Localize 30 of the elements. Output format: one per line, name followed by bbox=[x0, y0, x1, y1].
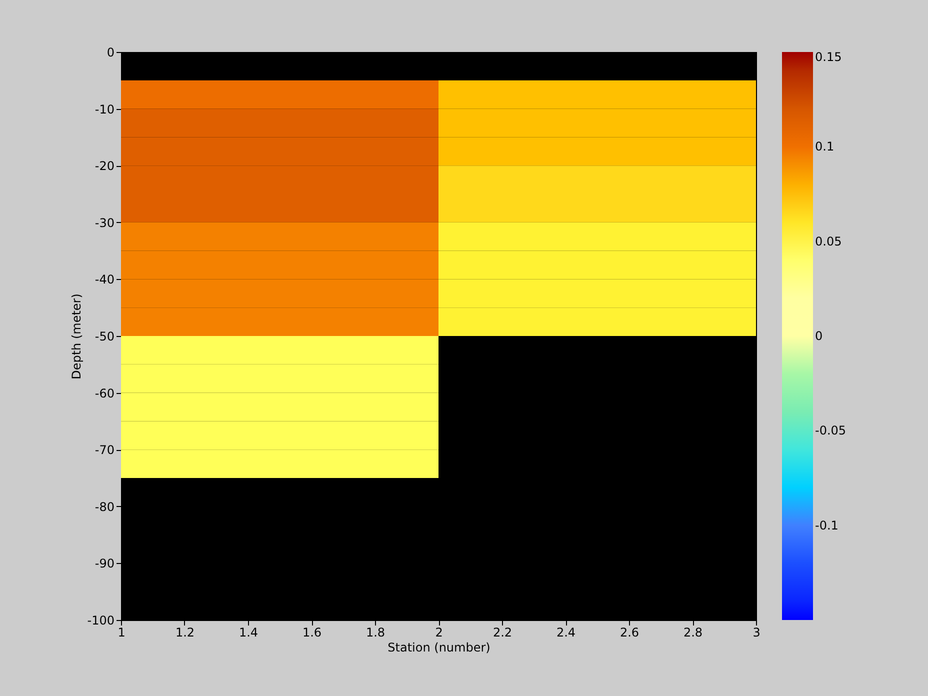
x-tick-label: 3 bbox=[752, 626, 760, 640]
color-bar-label: 0.15 bbox=[815, 50, 842, 64]
x-tick-label: 1.4 bbox=[238, 626, 258, 640]
y-tick-label: -90 bbox=[94, 556, 114, 571]
x-tick-label: 2.8 bbox=[683, 626, 703, 640]
y-tick-label: 0 bbox=[106, 46, 114, 60]
y-tick-label: -70 bbox=[94, 443, 114, 458]
y-tick-label: -80 bbox=[94, 500, 114, 514]
x-tick-label: 2.2 bbox=[492, 626, 512, 640]
x-tick-label: 1.2 bbox=[175, 626, 195, 640]
color-bar-label: -0.1 bbox=[815, 518, 838, 532]
y-tick-label: -60 bbox=[94, 386, 114, 400]
x-tick-label: 2.6 bbox=[620, 626, 640, 640]
color-bar-label: -0.05 bbox=[815, 424, 846, 438]
y-tick-label: -40 bbox=[94, 272, 114, 287]
x-tick-label: 2.4 bbox=[556, 626, 576, 640]
y-tick-label: -30 bbox=[94, 216, 114, 230]
x-tick-label: 1 bbox=[118, 626, 126, 640]
x-tick-label: 1.8 bbox=[366, 626, 386, 640]
y-tick-label: -100 bbox=[87, 614, 114, 628]
x-tick-label: 1.6 bbox=[302, 626, 322, 640]
y-tick-label: -10 bbox=[94, 102, 114, 116]
y-axis-title: Depth (meter) bbox=[69, 294, 84, 380]
color-bar-label: 0 bbox=[815, 329, 823, 343]
x-axis-title: Station (number) bbox=[388, 640, 490, 654]
y-tick-label: -50 bbox=[94, 330, 114, 344]
x-tick-label: 2 bbox=[435, 626, 443, 640]
color-bar-label: 0.05 bbox=[815, 234, 842, 248]
color-bar-label: 0.1 bbox=[815, 140, 834, 154]
y-tick-label: -20 bbox=[94, 159, 114, 174]
